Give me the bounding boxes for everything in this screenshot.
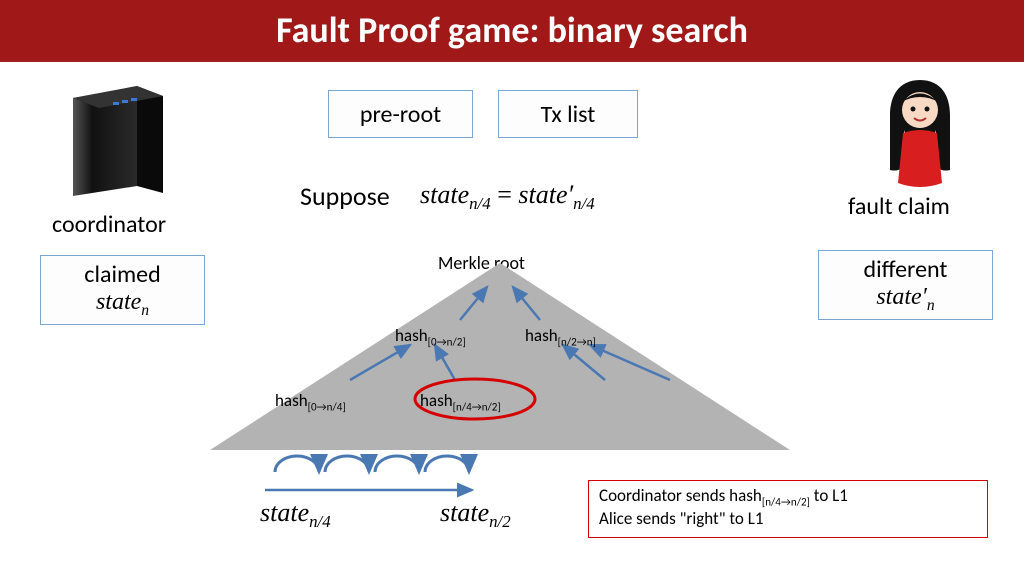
different-math: state′n xyxy=(876,284,934,315)
state-n2-label: staten/2 xyxy=(440,498,511,532)
faultclaim-label: fault claim xyxy=(848,192,950,221)
different-box: different state′n xyxy=(818,250,993,320)
triangle xyxy=(210,263,790,450)
claimed-math: staten xyxy=(96,289,149,320)
suppose-label: Suppose xyxy=(300,180,390,212)
claimed-box: claimed staten xyxy=(40,255,205,325)
preroot-box: pre-root xyxy=(328,90,473,138)
note-box: Coordinator sends hash[n/4→n/2] to L1 Al… xyxy=(588,480,988,538)
hash-n4-n2: hash[n/4→n/2] xyxy=(420,390,501,413)
suppose-equation: staten/4 = state′n/4 xyxy=(420,180,595,214)
different-label: different xyxy=(864,255,948,284)
hash-n2-n: hash[n/2→n] xyxy=(525,325,596,348)
server-icon xyxy=(55,78,175,208)
txlist-box: Tx list xyxy=(498,90,638,138)
merkle-root-label: Merkle root xyxy=(438,252,525,274)
note-line1: Coordinator sends hash[n/4→n/2] to L1 xyxy=(599,485,977,508)
note-line2: Alice sends "right" to L1 xyxy=(599,508,977,529)
hash-0-n2: hash[0→n/2] xyxy=(395,325,466,348)
claimed-label: claimed xyxy=(84,260,160,289)
hash-0-n4: hash[0→n/4] xyxy=(275,390,346,413)
hop-arcs xyxy=(275,456,469,472)
person-icon xyxy=(870,75,970,190)
title-bar: Fault Proof game: binary search xyxy=(0,0,1024,62)
state-n4-label: staten/4 xyxy=(260,498,331,532)
coordinator-label: coordinator xyxy=(52,210,166,239)
slide-title: Fault Proof game: binary search xyxy=(276,8,748,52)
